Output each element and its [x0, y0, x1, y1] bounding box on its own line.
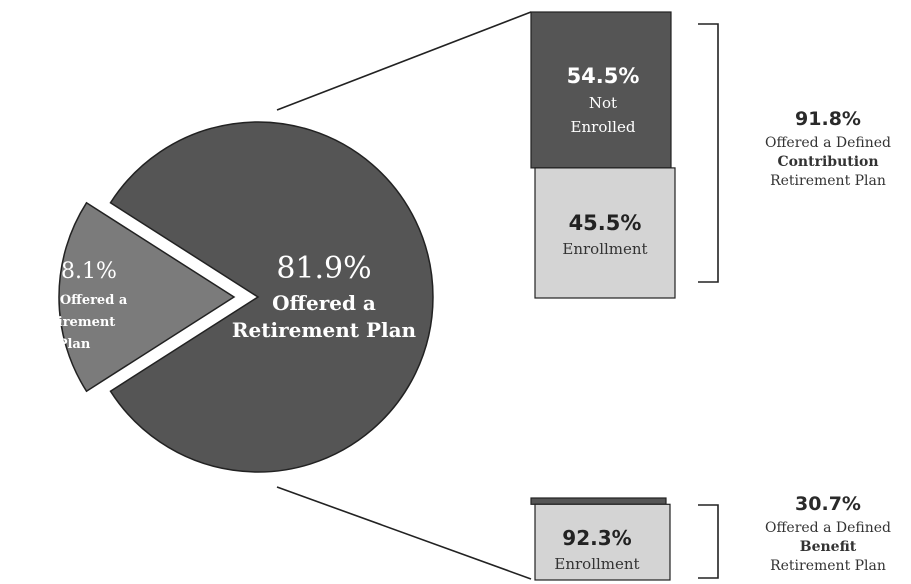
db-total-label: 30.7% Offered a Defined Benefit Retireme… — [748, 491, 908, 576]
bracket-dc — [698, 23, 719, 283]
connector-line-bottom — [276, 486, 532, 580]
bar-dc-not-enrolled — [530, 11, 672, 169]
pie-label-not-offered-line1: Not Offered a — [29, 293, 128, 308]
db-total-line1: Offered a Defined — [764, 520, 891, 536]
pie-slice-not-offered — [58, 201, 236, 393]
db-total-pct: 30.7% — [795, 493, 861, 515]
bar-db-not-enrolled — [530, 497, 667, 505]
bar-dc-enrolled-line1: Enrollment — [562, 240, 647, 258]
dc-total-line1: Offered a Defined — [764, 135, 891, 151]
bar-db-enrolled — [534, 503, 671, 581]
pie-label-not-offered-line2: Retirement — [33, 315, 116, 330]
bar-dc-enrolled-pct: 45.5% — [569, 211, 642, 235]
pie-label-not-offered-pct: 18.1% — [47, 259, 117, 284]
db-total-line2: Benefit — [799, 539, 857, 555]
pie-label-not-offered-line3: Plan — [58, 337, 91, 352]
dc-total-pct: 91.8% — [795, 108, 861, 130]
bracket-db — [698, 504, 719, 579]
bar-dc-not-enrolled-pct: 54.5% — [567, 64, 640, 88]
db-total-line3: Retirement Plan — [770, 558, 886, 574]
dc-total-label: 91.8% Offered a Defined Contribution Ret… — [748, 106, 908, 191]
pie-slice-offered — [109, 121, 434, 473]
connector-line-top — [276, 11, 532, 111]
bar-dc-not-enrolled-line1: Not — [589, 94, 617, 112]
bar-dc-not-enrolled-line2: Enrolled — [571, 118, 636, 136]
bar-db-enrolled-line1: Enrollment — [554, 555, 639, 573]
pie-label-offered-line2: Retirement Plan — [232, 318, 417, 342]
bar-db-enrolled-pct: 92.3% — [562, 526, 631, 550]
dc-total-line3: Retirement Plan — [770, 173, 886, 189]
pie-label-offered-pct: 81.9% — [276, 251, 371, 286]
dc-total-line2: Contribution — [777, 154, 879, 170]
pie-label-offered-line1: Offered a — [272, 291, 376, 315]
bar-dc-enrolled — [534, 167, 676, 299]
